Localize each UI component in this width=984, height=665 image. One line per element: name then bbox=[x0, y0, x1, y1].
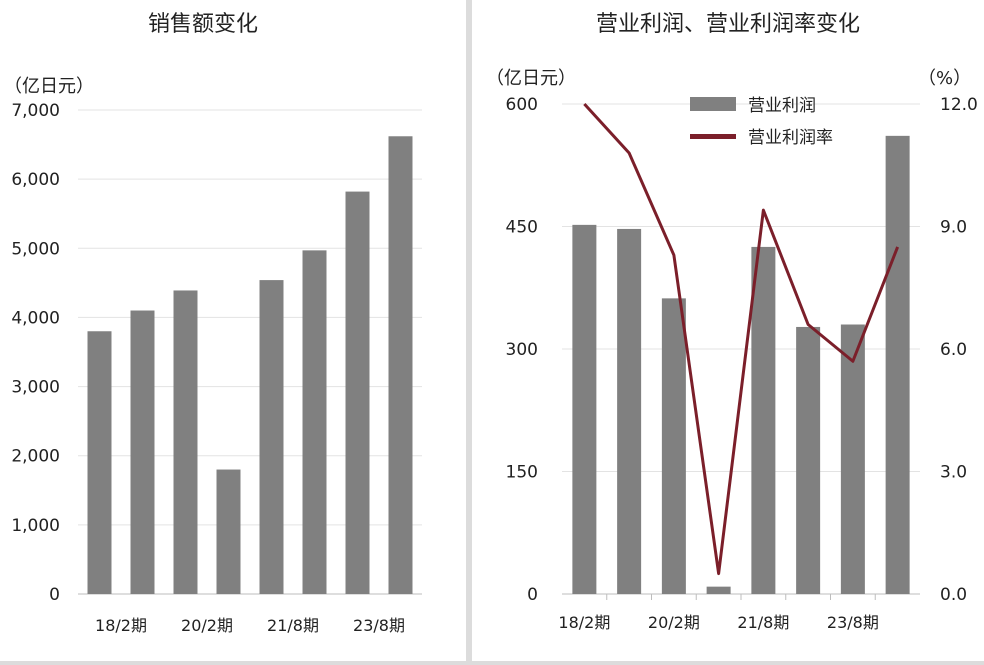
legend-label: 营业利润 bbox=[748, 96, 816, 116]
bar bbox=[840, 324, 865, 594]
y-tick-label: 7,000 bbox=[11, 101, 60, 121]
bottom-border bbox=[0, 661, 984, 665]
bar bbox=[617, 228, 642, 594]
x-tick-label: 20/2期 bbox=[648, 613, 700, 632]
sales-chart-panel: 销售额变化 （亿日元） 0 1,000 2,000 3,000 4,000 5,000 6,… bbox=[0, 0, 466, 665]
profit-combo-chart: 0 150 300 450 600 0.0 3.0 6.0 9.0 12.0 18/2期 20/2期 2… bbox=[506, 95, 978, 632]
bar bbox=[661, 298, 686, 594]
x-tick-label: 18/2期 bbox=[95, 616, 147, 635]
x-tick-label: 21/8期 bbox=[737, 613, 789, 632]
bar bbox=[173, 290, 198, 594]
bar bbox=[302, 250, 327, 595]
bar bbox=[216, 469, 241, 594]
bar bbox=[796, 326, 821, 594]
x-tick-label: 23/8期 bbox=[827, 613, 879, 632]
y-axis-right-unit: （%） bbox=[918, 68, 972, 89]
y-left-tick-label: 450 bbox=[506, 218, 538, 238]
bar bbox=[259, 280, 284, 594]
y-right-tick-label: 9.0 bbox=[940, 218, 967, 238]
sales-bar-chart: 0 1,000 2,000 3,000 4,000 5,000 6,000 7,000 18/2… bbox=[11, 101, 422, 635]
y-left-tick-label: 600 bbox=[506, 95, 538, 115]
y-tick-label: 6,000 bbox=[11, 170, 60, 190]
y-left-tick-label: 150 bbox=[506, 463, 538, 483]
profit-chart-panel: 营业利润、营业利润率变化 （亿日元） （%） 0 150 300 450 600 0.0 3… bbox=[472, 0, 984, 665]
y-tick-label: 3,000 bbox=[11, 378, 60, 398]
y-tick-label: 2,000 bbox=[11, 447, 60, 467]
chart-title: 营业利润、营业利润率变化 bbox=[595, 12, 860, 37]
bar bbox=[87, 331, 112, 594]
legend-label: 营业利润率 bbox=[748, 128, 833, 148]
y-left-tick-label: 0 bbox=[527, 585, 538, 605]
bar bbox=[572, 224, 597, 594]
y-left-tick-label: 300 bbox=[506, 340, 538, 360]
y-right-tick-label: 3.0 bbox=[940, 463, 967, 483]
bar bbox=[751, 246, 776, 594]
bar bbox=[130, 310, 155, 594]
x-tick-label: 20/2期 bbox=[181, 616, 233, 635]
y-tick-label: 1,000 bbox=[11, 516, 60, 536]
legend-swatch-bar bbox=[690, 97, 736, 111]
bar bbox=[345, 191, 370, 595]
y-right-tick-label: 6.0 bbox=[940, 340, 967, 360]
x-tick-label: 21/8期 bbox=[267, 616, 319, 635]
bar bbox=[706, 586, 731, 594]
y-right-tick-label: 0.0 bbox=[940, 585, 967, 605]
x-tick-label: 18/2期 bbox=[558, 613, 610, 632]
bar bbox=[388, 136, 413, 594]
y-tick-label: 0 bbox=[49, 585, 60, 605]
y-tick-label: 5,000 bbox=[11, 239, 60, 259]
y-right-tick-label: 12.0 bbox=[940, 95, 978, 115]
margin-line bbox=[583, 102, 900, 576]
y-tick-label: 4,000 bbox=[11, 308, 60, 328]
y-axis-unit: （亿日元） bbox=[4, 76, 94, 97]
legend-swatch-line bbox=[690, 134, 736, 139]
bar bbox=[885, 135, 910, 594]
y-axis-left-unit: （亿日元） bbox=[486, 68, 576, 89]
panel-divider bbox=[466, 0, 472, 665]
chart-title: 销售额变化 bbox=[147, 12, 258, 37]
x-tick-label: 23/8期 bbox=[353, 616, 405, 635]
